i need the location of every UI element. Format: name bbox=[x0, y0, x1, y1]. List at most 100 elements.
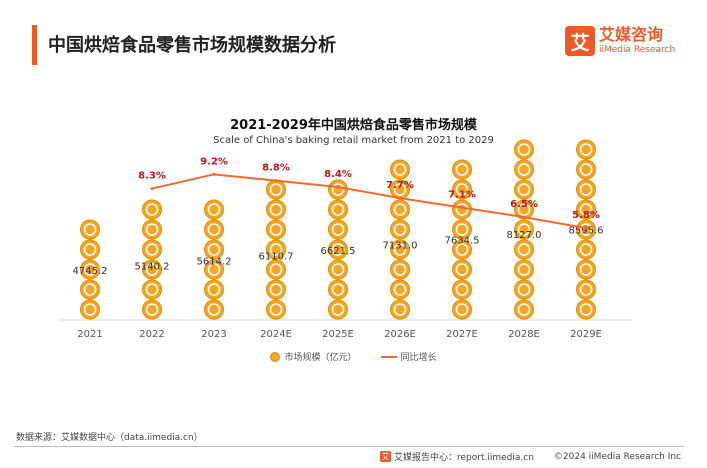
coin bbox=[390, 219, 410, 240]
page-title: 中国烘焙食品零售市场规模数据分析 bbox=[48, 35, 336, 56]
coin bbox=[266, 179, 286, 200]
coin bbox=[204, 299, 224, 320]
coin-inner-ring bbox=[331, 203, 345, 216]
coin-inner-ring bbox=[145, 203, 159, 216]
coin-inner-ring bbox=[331, 303, 345, 316]
coin bbox=[514, 219, 534, 240]
coin-inner-ring bbox=[83, 263, 97, 276]
growth-label: 7.7% bbox=[386, 180, 414, 191]
coin-inner-ring bbox=[517, 303, 531, 316]
coin-inner-ring bbox=[207, 243, 221, 256]
coin-inner-ring bbox=[455, 243, 469, 256]
x-tick-label: 2025E bbox=[322, 329, 354, 340]
coin bbox=[80, 279, 100, 300]
coin-inner-ring bbox=[269, 183, 283, 196]
coin-inner-ring bbox=[579, 223, 593, 236]
coin-inner-ring bbox=[579, 243, 593, 256]
coin bbox=[142, 199, 162, 220]
bar-2027E bbox=[452, 159, 472, 320]
coin-inner-ring bbox=[579, 183, 593, 196]
bar-value-label: 8127.0 bbox=[507, 230, 542, 241]
footer-logo-icon: 艾 bbox=[380, 451, 391, 462]
chart-legend: 市场规模（亿元） 同比增长 bbox=[0, 350, 707, 363]
growth-point bbox=[584, 226, 588, 230]
coin bbox=[514, 299, 534, 320]
bar-value-label: 6110.7 bbox=[259, 251, 294, 262]
growth-point bbox=[212, 172, 216, 176]
coin-inner-ring bbox=[393, 163, 407, 176]
legend-label-growth: 同比增长 bbox=[400, 353, 437, 363]
coin-inner-ring bbox=[207, 263, 221, 276]
coin-inner-ring bbox=[393, 283, 407, 296]
coin-inner-ring bbox=[207, 303, 221, 316]
coin bbox=[576, 299, 596, 320]
x-tick-label: 2024E bbox=[260, 329, 292, 340]
coin bbox=[576, 239, 596, 260]
bar-value-label: 7131.0 bbox=[383, 241, 418, 252]
coin bbox=[266, 259, 286, 280]
coin bbox=[514, 199, 534, 220]
growth-point bbox=[150, 187, 154, 191]
coin-inner-ring bbox=[393, 203, 407, 216]
growth-line bbox=[151, 173, 587, 230]
coin bbox=[390, 259, 410, 280]
coin bbox=[390, 299, 410, 320]
coin bbox=[452, 239, 472, 260]
coin-inner-ring bbox=[579, 303, 593, 316]
coin bbox=[514, 139, 534, 160]
coin bbox=[514, 239, 534, 260]
coin-inner-ring bbox=[269, 303, 283, 316]
coin-inner-ring bbox=[455, 203, 469, 216]
coin bbox=[328, 259, 348, 280]
legend-coin-icon bbox=[270, 351, 281, 362]
growth-point bbox=[398, 196, 402, 200]
coin-inner-ring bbox=[455, 183, 469, 196]
growth-point bbox=[336, 185, 340, 189]
brand-logo: 艾 艾媒咨询 iiMedia Research bbox=[565, 26, 675, 56]
coin-inner-ring bbox=[207, 203, 221, 216]
growth-label: 8.8% bbox=[262, 163, 290, 174]
x-tick-label: 2026E bbox=[384, 329, 416, 340]
coin-inner-ring bbox=[393, 243, 407, 256]
coin bbox=[576, 199, 596, 220]
bar-value-label: 7634.5 bbox=[445, 235, 480, 246]
coin-inner-ring bbox=[145, 263, 159, 276]
legend-item-growth: 同比增长 bbox=[380, 350, 437, 363]
coin-inner-ring bbox=[579, 203, 593, 216]
coin-inner-ring bbox=[579, 163, 593, 176]
coin bbox=[266, 199, 286, 220]
x-tick-label: 2022 bbox=[139, 329, 164, 340]
coin-inner-ring bbox=[455, 223, 469, 236]
coin bbox=[266, 279, 286, 300]
coin bbox=[142, 219, 162, 240]
bar-2029E bbox=[576, 139, 596, 320]
coin bbox=[452, 219, 472, 240]
coin bbox=[452, 279, 472, 300]
coin-inner-ring bbox=[83, 223, 97, 236]
bar-value-label: 5140.2 bbox=[135, 262, 170, 273]
coin bbox=[204, 219, 224, 240]
coin bbox=[576, 179, 596, 200]
coin-inner-ring bbox=[207, 223, 221, 236]
coin-inner-ring bbox=[331, 283, 345, 296]
coin bbox=[452, 179, 472, 200]
coin bbox=[576, 159, 596, 180]
coin-inner-ring bbox=[455, 283, 469, 296]
chart-subtitle: Scale of China's baking retail market fr… bbox=[213, 135, 494, 146]
coin-inner-ring bbox=[331, 223, 345, 236]
report-center: 艾媒报告中心：report.iimedia.cn bbox=[394, 453, 534, 463]
bar-value-label: 5614.2 bbox=[197, 257, 232, 268]
coin bbox=[390, 159, 410, 180]
coin-inner-ring bbox=[517, 183, 531, 196]
coin bbox=[452, 259, 472, 280]
x-tick-label: 2021 bbox=[77, 329, 102, 340]
footer-divider bbox=[14, 446, 684, 447]
coin bbox=[80, 219, 100, 240]
coin bbox=[142, 239, 162, 260]
coin bbox=[390, 279, 410, 300]
coin bbox=[328, 239, 348, 260]
coin bbox=[80, 239, 100, 260]
bar-value-label: 8595.6 bbox=[569, 225, 604, 236]
coin bbox=[576, 259, 596, 280]
coin bbox=[204, 259, 224, 280]
